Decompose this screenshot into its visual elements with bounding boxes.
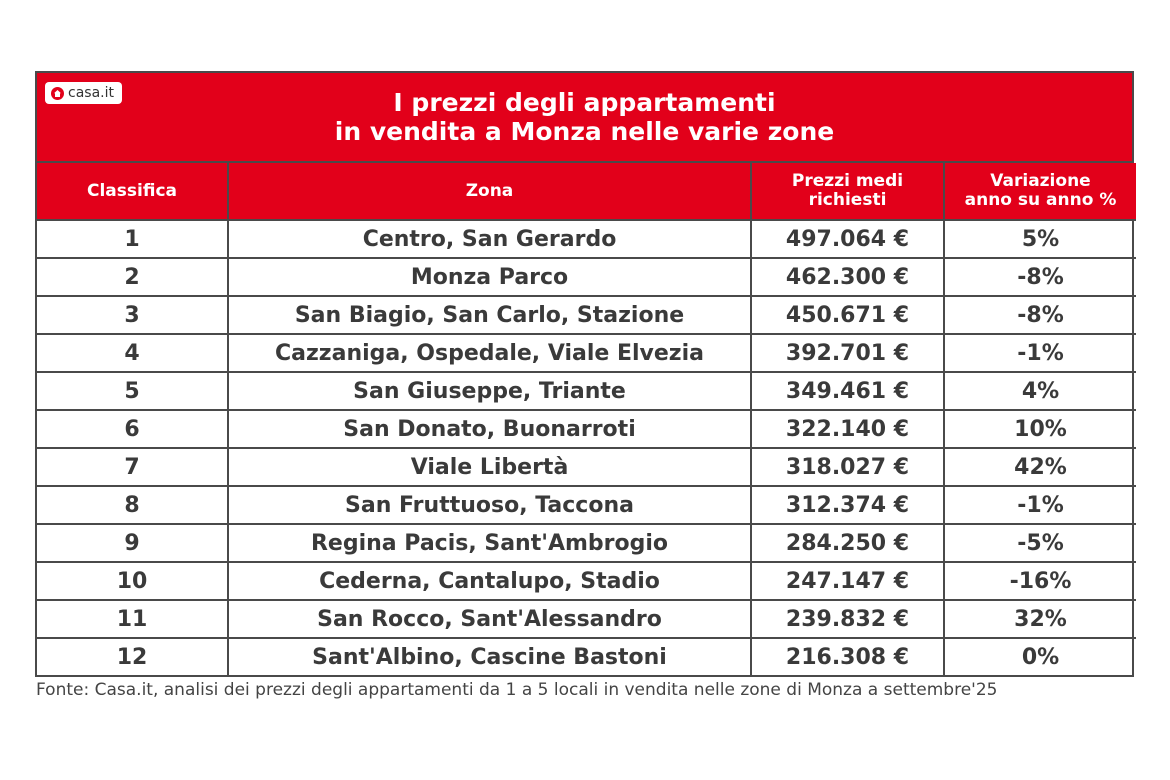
cell-zone: San Donato, Buonarroti	[227, 410, 751, 449]
table-row: 7 Viale Libertà 318.027 €42%	[37, 448, 1136, 487]
cell-zone: San Biagio, San Carlo, Stazione	[227, 296, 751, 335]
cell-change: 42%	[943, 448, 1136, 487]
header-price-line2: richiesti	[808, 190, 887, 210]
cell-price: 322.140 €	[750, 410, 944, 449]
cell-zone: San Fruttuoso, Taccona	[227, 486, 751, 525]
cell-price: 216.308 €	[750, 638, 944, 675]
cell-change: 0%	[943, 638, 1136, 675]
source-note: Fonte: Casa.it, analisi dei prezzi degli…	[36, 680, 998, 700]
cell-change: -1%	[943, 334, 1136, 373]
cell-rank: 6	[37, 410, 228, 449]
header-zone: Zona	[227, 163, 751, 221]
table-row: 2 Monza Parco 462.300 € -8%	[37, 258, 1136, 297]
title-line-1: I prezzi degli appartamenti	[393, 88, 776, 117]
cell-zone: San Giuseppe, Triante	[227, 372, 751, 411]
title-line-2: in vendita a Monza nelle varie zone	[334, 117, 835, 146]
cell-zone: Sant'Albino, Cascine Bastoni	[227, 638, 751, 675]
casa-it-logo: casa.it	[45, 82, 122, 104]
table-row: 8 San Fruttuoso, Taccona 312.374 € -1%	[37, 486, 1136, 525]
cell-price: 349.461 €	[750, 372, 944, 411]
table-row: 10 Cederna, Cantalupo, Stadio 247.147 € -16…	[37, 562, 1136, 601]
cell-rank: 2	[37, 258, 228, 297]
cell-change: 32%	[943, 600, 1136, 639]
header-price: Prezzi medi richiesti	[750, 163, 944, 221]
table-row: 3 San Biagio, San Carlo, Stazione 450.671 …	[37, 296, 1136, 335]
cell-rank: 11	[37, 600, 228, 639]
cell-zone: Monza Parco	[227, 258, 751, 297]
logo-text: casa.it	[68, 85, 114, 101]
cell-rank: 9	[37, 524, 228, 563]
cell-change: -1%	[943, 486, 1136, 525]
cell-rank: 3	[37, 296, 228, 335]
table-row: 11 San Rocco, Sant'Alessandro 239.832 €32%	[37, 600, 1136, 639]
cell-change: 10%	[943, 410, 1136, 449]
table-row: 12 Sant'Albino, Cascine Bastoni 216.308 €0…	[37, 638, 1136, 675]
cell-rank: 1	[37, 220, 228, 259]
title-bar: casa.it I prezzi degli appartamenti in v…	[37, 73, 1132, 163]
cell-change: -16%	[943, 562, 1136, 601]
price-table: Classifica Zona Prezzi medi richiesti Va…	[37, 163, 1136, 675]
header-change-line1: Variazione	[990, 171, 1091, 191]
cell-change: 4%	[943, 372, 1136, 411]
table-body: 1 Centro, San Gerardo 497.064 €5% 2 Monza Pa…	[37, 220, 1136, 675]
cell-zone: Regina Pacis, Sant'Ambrogio	[227, 524, 751, 563]
table-row: 4 Cazzaniga, Ospedale, Viale Elvezia 392.7…	[37, 334, 1136, 373]
cell-rank: 8	[37, 486, 228, 525]
cell-rank: 5	[37, 372, 228, 411]
cell-rank: 7	[37, 448, 228, 487]
cell-price: 318.027 €	[750, 448, 944, 487]
house-icon	[51, 86, 64, 100]
cell-rank: 12	[116, 644, 148, 670]
cell-price: 462.300 €	[750, 258, 944, 297]
cell-rank: 4	[37, 334, 228, 373]
cell-change: -8%	[943, 296, 1136, 335]
table-row: 5 San Giuseppe, Triante 349.461 €4%	[37, 372, 1136, 411]
cell-zone: Cazzaniga, Ospedale, Viale Elvezia	[227, 334, 751, 373]
cell-change: -8%	[943, 258, 1136, 297]
cell-price: 497.064 €	[750, 220, 944, 259]
price-table-card: casa.it I prezzi degli appartamenti in v…	[35, 71, 1136, 677]
header-change-line2: anno su anno %	[964, 190, 1117, 210]
cell-rank: 10	[37, 562, 228, 601]
cell-price: 450.671 €	[750, 296, 944, 335]
table-row: 1 Centro, San Gerardo 497.064 €5%	[37, 220, 1136, 259]
header-change: Variazione anno su anno %	[943, 163, 1136, 221]
cell-price: 392.701 €	[750, 334, 944, 373]
table-header-row: Classifica Zona Prezzi medi richiesti Va…	[37, 163, 1136, 221]
cell-change: -5%	[943, 524, 1136, 563]
cell-price: 312.374 €	[750, 486, 944, 525]
cell-zone: Viale Libertà	[227, 448, 751, 487]
cell-price: 247.147 €	[750, 562, 944, 601]
table-row: 9 Regina Pacis, Sant'Ambrogio 284.250 € -5%	[37, 524, 1136, 563]
header-price-line1: Prezzi medi	[791, 171, 904, 191]
cell-price: 239.832 €	[750, 600, 944, 639]
cell-price: 284.250 €	[750, 524, 944, 563]
cell-change: 5%	[943, 220, 1136, 259]
cell-zone: San Rocco, Sant'Alessandro	[227, 600, 751, 639]
header-rank: Classifica	[37, 163, 228, 221]
table-row: 6 San Donato, Buonarroti 322.140 €10%	[37, 410, 1136, 449]
cell-zone: Centro, San Gerardo	[227, 220, 751, 259]
cell-zone: Cederna, Cantalupo, Stadio	[227, 562, 751, 601]
